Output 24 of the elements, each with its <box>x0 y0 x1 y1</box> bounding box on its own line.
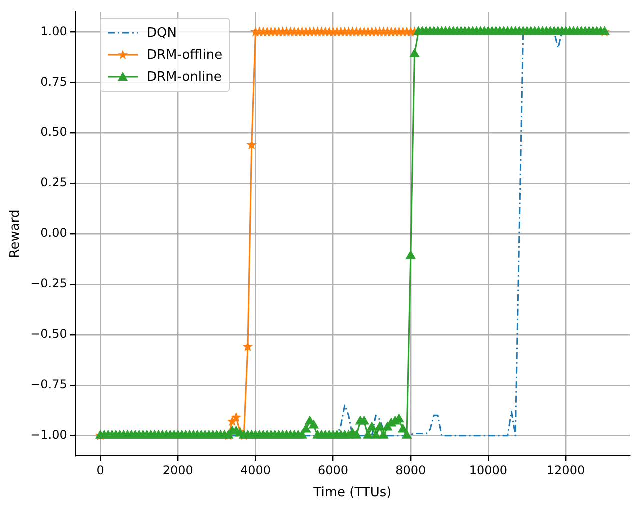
x-tick-label: 8000 <box>396 463 426 478</box>
y-tick-label: −0.75 <box>30 377 68 392</box>
legend-label: DRM-online <box>147 70 222 84</box>
x-tick-label: 2000 <box>162 463 194 478</box>
x-tick-label: 12000 <box>546 463 586 478</box>
point <box>231 412 242 422</box>
point <box>246 140 258 150</box>
y-tick-label: 0.50 <box>40 125 68 140</box>
x-tick-label: 6000 <box>318 463 349 478</box>
legend-label: DQN <box>147 26 177 40</box>
y-tick-label: 0.25 <box>40 176 68 190</box>
y-tick-label: 0.00 <box>40 226 68 240</box>
y-axis-title: Reward <box>8 210 24 258</box>
point <box>242 342 254 352</box>
x-tick-label: 10000 <box>469 463 508 478</box>
y-tick-label: 1.00 <box>40 24 68 38</box>
x-tick-label: 4000 <box>240 463 271 478</box>
y-tick-label: −0.50 <box>30 327 68 342</box>
y-tick-label: 0.75 <box>40 74 68 89</box>
x-tick-label: 0 <box>96 463 104 478</box>
y-tick-label: −0.25 <box>30 276 68 291</box>
x-axis-title: Time (TTUs) <box>312 486 392 501</box>
y-tick-label: −1.00 <box>30 428 68 442</box>
legend-label: DRM-offline <box>147 48 223 62</box>
